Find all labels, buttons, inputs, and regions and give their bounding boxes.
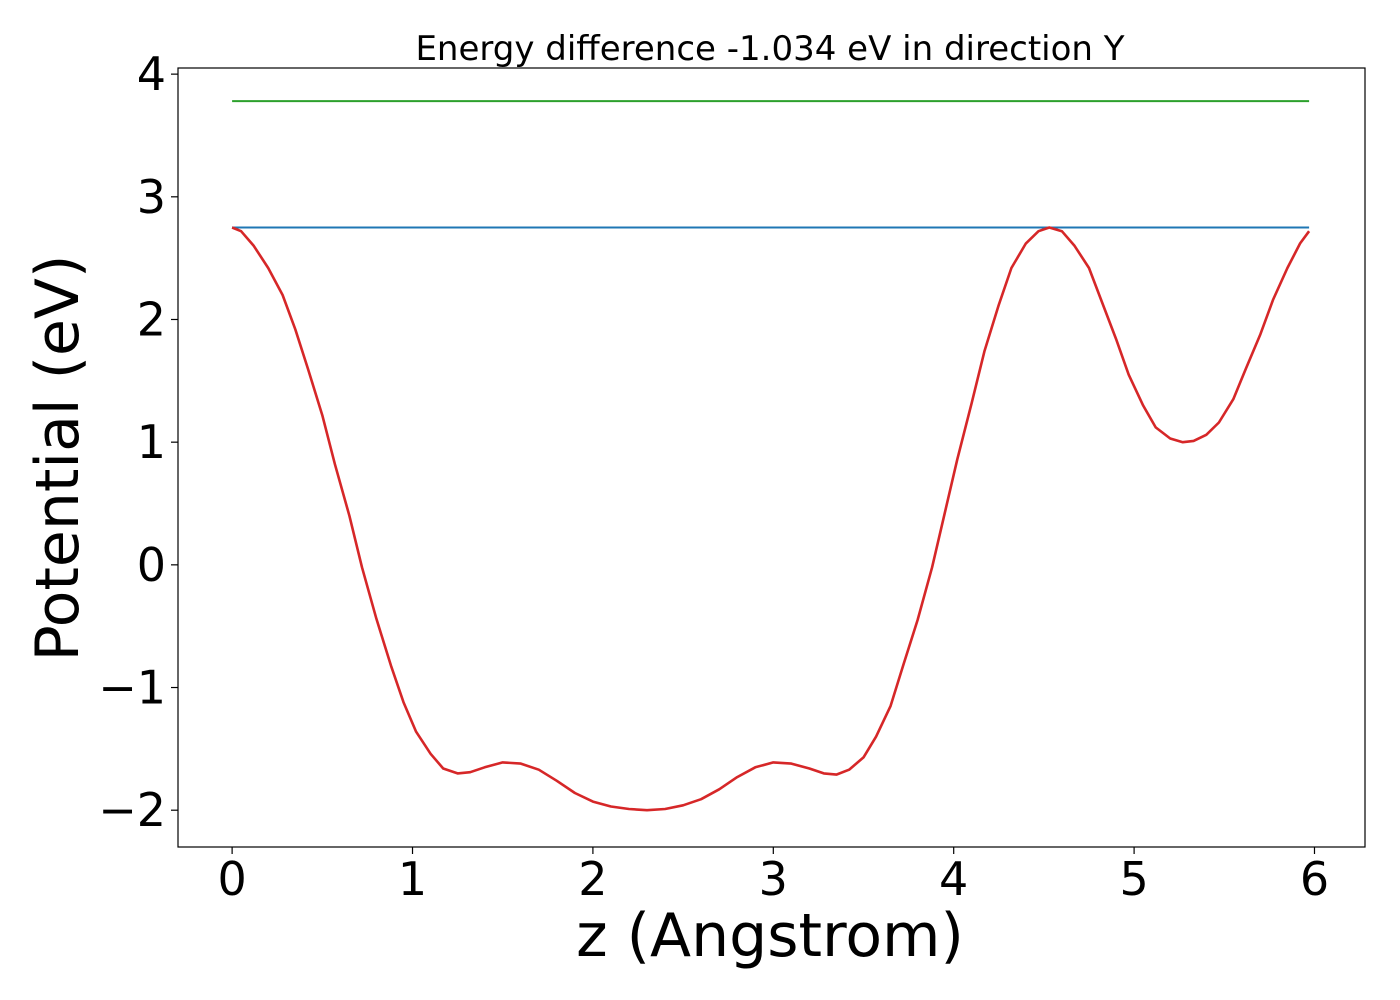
y-tick-label: 3	[137, 170, 166, 224]
x-tick-label: 4	[939, 852, 968, 906]
y-tick-label: 1	[137, 415, 166, 469]
x-tick-label: 1	[398, 852, 427, 906]
x-tick-label: 5	[1119, 852, 1148, 906]
plot-area	[231, 100, 1311, 812]
x-axis-label: z (Angstrom)	[576, 901, 964, 971]
x-tick-label: 0	[217, 852, 246, 906]
chart-title: Energy difference -1.034 eV in direction…	[415, 29, 1124, 69]
y-tick-label: 2	[137, 292, 166, 346]
x-axis: 0 1 2 3 4 5 6	[217, 847, 1329, 906]
x-tick-label: 2	[578, 852, 607, 906]
x-tick-label: 6	[1300, 852, 1329, 906]
y-tick-label: 0	[137, 538, 166, 592]
y-tick-label: 4	[137, 47, 166, 101]
y-tick-label: −2	[98, 783, 166, 837]
series-line-2	[231, 226, 1311, 812]
x-tick-label: 3	[759, 852, 788, 906]
y-axis-label: Potential (eV)	[23, 255, 93, 662]
y-axis: −2 −1 0 1 2 3 4	[98, 47, 178, 837]
y-tick-label: −1	[98, 661, 166, 715]
plot-frame	[177, 67, 1366, 848]
